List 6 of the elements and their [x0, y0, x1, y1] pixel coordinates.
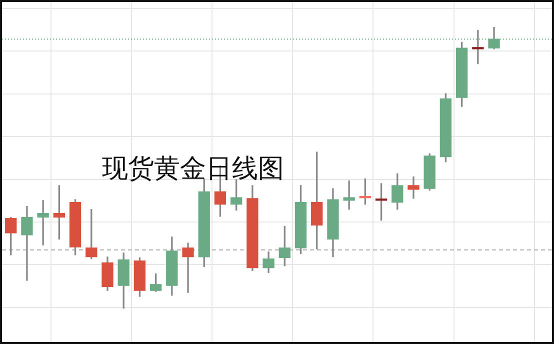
candlestick [21, 206, 33, 281]
candlestick [37, 200, 49, 246]
candlestick [343, 180, 355, 210]
candlestick [182, 242, 194, 293]
candlestick [408, 176, 420, 199]
text: 现货黄金日线图 [102, 153, 284, 186]
